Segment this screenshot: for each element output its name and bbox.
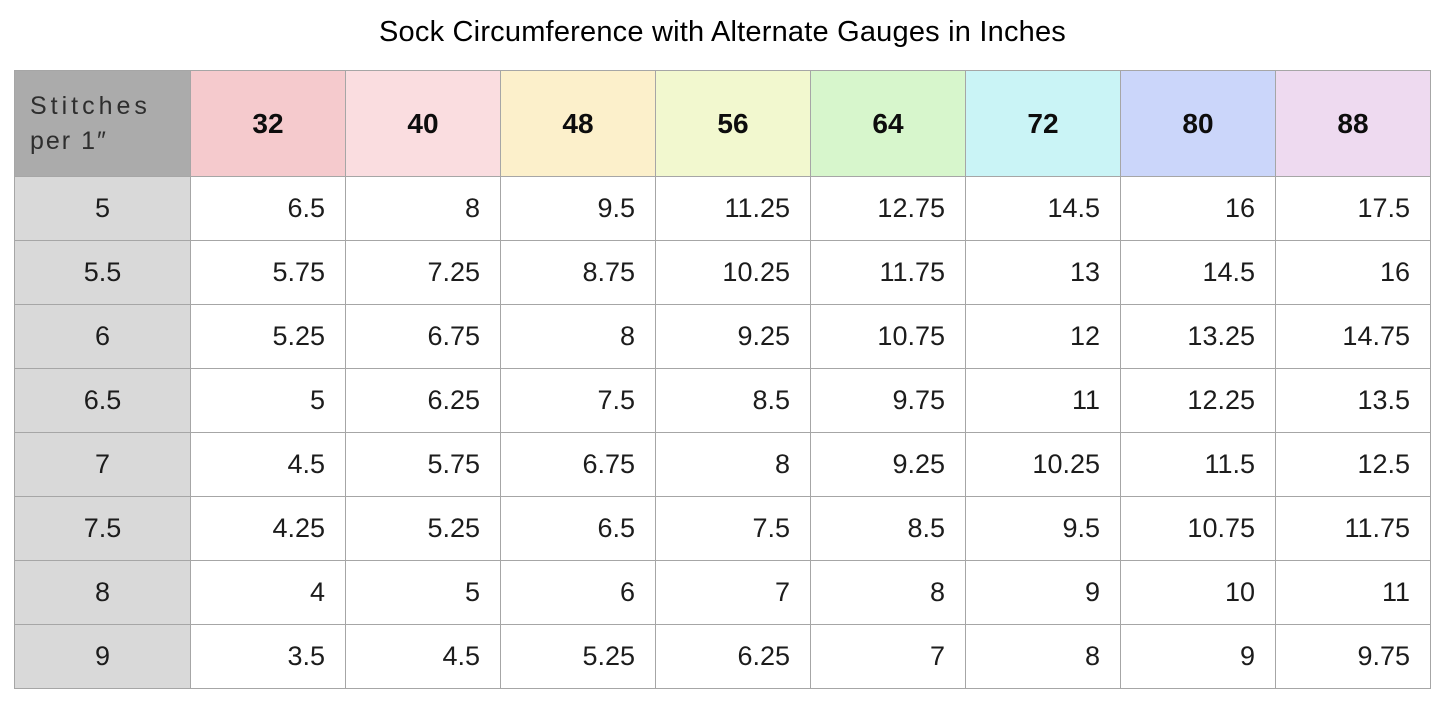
row-header: 7	[14, 432, 191, 497]
value-cell: 10.25	[655, 240, 811, 305]
value-cell: 8	[655, 432, 811, 497]
value-cell: 7	[810, 624, 966, 689]
row-header: 6.5	[14, 368, 191, 433]
row-header: 5.5	[14, 240, 191, 305]
value-cell: 9.75	[1275, 624, 1431, 689]
corner-header-line2: per 1″	[30, 126, 108, 155]
table-row: 5.5 5.75 7.25 8.75 10.25 11.75 13 14.5 16	[14, 240, 1431, 305]
value-cell: 8	[965, 624, 1121, 689]
value-cell: 9.25	[810, 432, 966, 497]
value-cell: 5.75	[345, 432, 501, 497]
value-cell: 4.5	[345, 624, 501, 689]
value-cell: 9.25	[655, 304, 811, 369]
value-cell: 6.25	[655, 624, 811, 689]
value-cell: 6.75	[500, 432, 656, 497]
column-header-64: 64	[810, 70, 966, 177]
row-header: 6	[14, 304, 191, 369]
value-cell: 4.5	[190, 432, 346, 497]
table-body: 5 6.5 8 9.5 11.25 12.75 14.5 16 17.5 5.5 5.75 7.25 8…	[14, 176, 1431, 689]
value-cell: 12.5	[1275, 432, 1431, 497]
value-cell: 11	[965, 368, 1121, 433]
value-cell: 8	[500, 304, 656, 369]
value-cell: 9.5	[500, 176, 656, 241]
value-cell: 10.75	[1120, 496, 1276, 561]
value-cell: 9.75	[810, 368, 966, 433]
value-cell: 11.75	[1275, 496, 1431, 561]
value-cell: 10	[1120, 560, 1276, 625]
value-cell: 8.75	[500, 240, 656, 305]
value-cell: 5.25	[190, 304, 346, 369]
value-cell: 12.25	[1120, 368, 1276, 433]
corner-header: Stitches per 1″	[14, 70, 191, 177]
value-cell: 6.5	[190, 176, 346, 241]
value-cell: 11.25	[655, 176, 811, 241]
value-cell: 6.75	[345, 304, 501, 369]
value-cell: 3.5	[190, 624, 346, 689]
table-row: 6.5 5 6.25 7.5 8.5 9.75 11 12.25 13.5	[14, 368, 1431, 433]
value-cell: 7.25	[345, 240, 501, 305]
value-cell: 7	[655, 560, 811, 625]
value-cell: 5.25	[345, 496, 501, 561]
value-cell: 12.75	[810, 176, 966, 241]
column-header-32: 32	[190, 70, 346, 177]
row-header: 8	[14, 560, 191, 625]
value-cell: 5	[190, 368, 346, 433]
value-cell: 8	[345, 176, 501, 241]
header-row: Stitches per 1″ 32 40 48 56 64 72 80 88	[14, 70, 1431, 177]
column-header-40: 40	[345, 70, 501, 177]
column-header-80: 80	[1120, 70, 1276, 177]
value-cell: 8.5	[810, 496, 966, 561]
value-cell: 4	[190, 560, 346, 625]
table-row: 8 4 5 6 7 8 9 10 11	[14, 560, 1431, 625]
value-cell: 5.25	[500, 624, 656, 689]
value-cell: 14.75	[1275, 304, 1431, 369]
value-cell: 13.5	[1275, 368, 1431, 433]
page-title: Sock Circumference with Alternate Gauges…	[379, 16, 1066, 48]
value-cell: 11	[1275, 560, 1431, 625]
column-header-88: 88	[1275, 70, 1431, 177]
value-cell: 10.75	[810, 304, 966, 369]
value-cell: 11.5	[1120, 432, 1276, 497]
table-row: 7 4.5 5.75 6.75 8 9.25 10.25 11.5 12.5	[14, 432, 1431, 497]
value-cell: 13.25	[1120, 304, 1276, 369]
value-cell: 12	[965, 304, 1121, 369]
value-cell: 9	[1120, 624, 1276, 689]
value-cell: 6	[500, 560, 656, 625]
table-row: 6 5.25 6.75 8 9.25 10.75 12 13.25 14.75	[14, 304, 1431, 369]
value-cell: 6.25	[345, 368, 501, 433]
value-cell: 8	[810, 560, 966, 625]
column-header-72: 72	[965, 70, 1121, 177]
table-row: 9 3.5 4.5 5.25 6.25 7 8 9 9.75	[14, 624, 1431, 689]
row-header: 7.5	[14, 496, 191, 561]
value-cell: 5	[345, 560, 501, 625]
value-cell: 13	[965, 240, 1121, 305]
column-header-48: 48	[500, 70, 656, 177]
value-cell: 7.5	[500, 368, 656, 433]
value-cell: 4.25	[190, 496, 346, 561]
corner-header-line1: Stitches	[30, 91, 151, 120]
value-cell: 9	[965, 560, 1121, 625]
value-cell: 17.5	[1275, 176, 1431, 241]
value-cell: 14.5	[965, 176, 1121, 241]
column-header-56: 56	[655, 70, 811, 177]
value-cell: 10.25	[965, 432, 1121, 497]
table-row: 7.5 4.25 5.25 6.5 7.5 8.5 9.5 10.75 11.75	[14, 496, 1431, 561]
value-cell: 5.75	[190, 240, 346, 305]
value-cell: 14.5	[1120, 240, 1276, 305]
row-header: 5	[14, 176, 191, 241]
value-cell: 6.5	[500, 496, 656, 561]
value-cell: 16	[1275, 240, 1431, 305]
sock-gauge-table: Stitches per 1″ 32 40 48 56 64 72 80 88 5 6.5 8 9.…	[14, 70, 1431, 689]
value-cell: 7.5	[655, 496, 811, 561]
value-cell: 11.75	[810, 240, 966, 305]
value-cell: 8.5	[655, 368, 811, 433]
value-cell: 16	[1120, 176, 1276, 241]
row-header: 9	[14, 624, 191, 689]
table-row: 5 6.5 8 9.5 11.25 12.75 14.5 16 17.5	[14, 176, 1431, 241]
value-cell: 9.5	[965, 496, 1121, 561]
